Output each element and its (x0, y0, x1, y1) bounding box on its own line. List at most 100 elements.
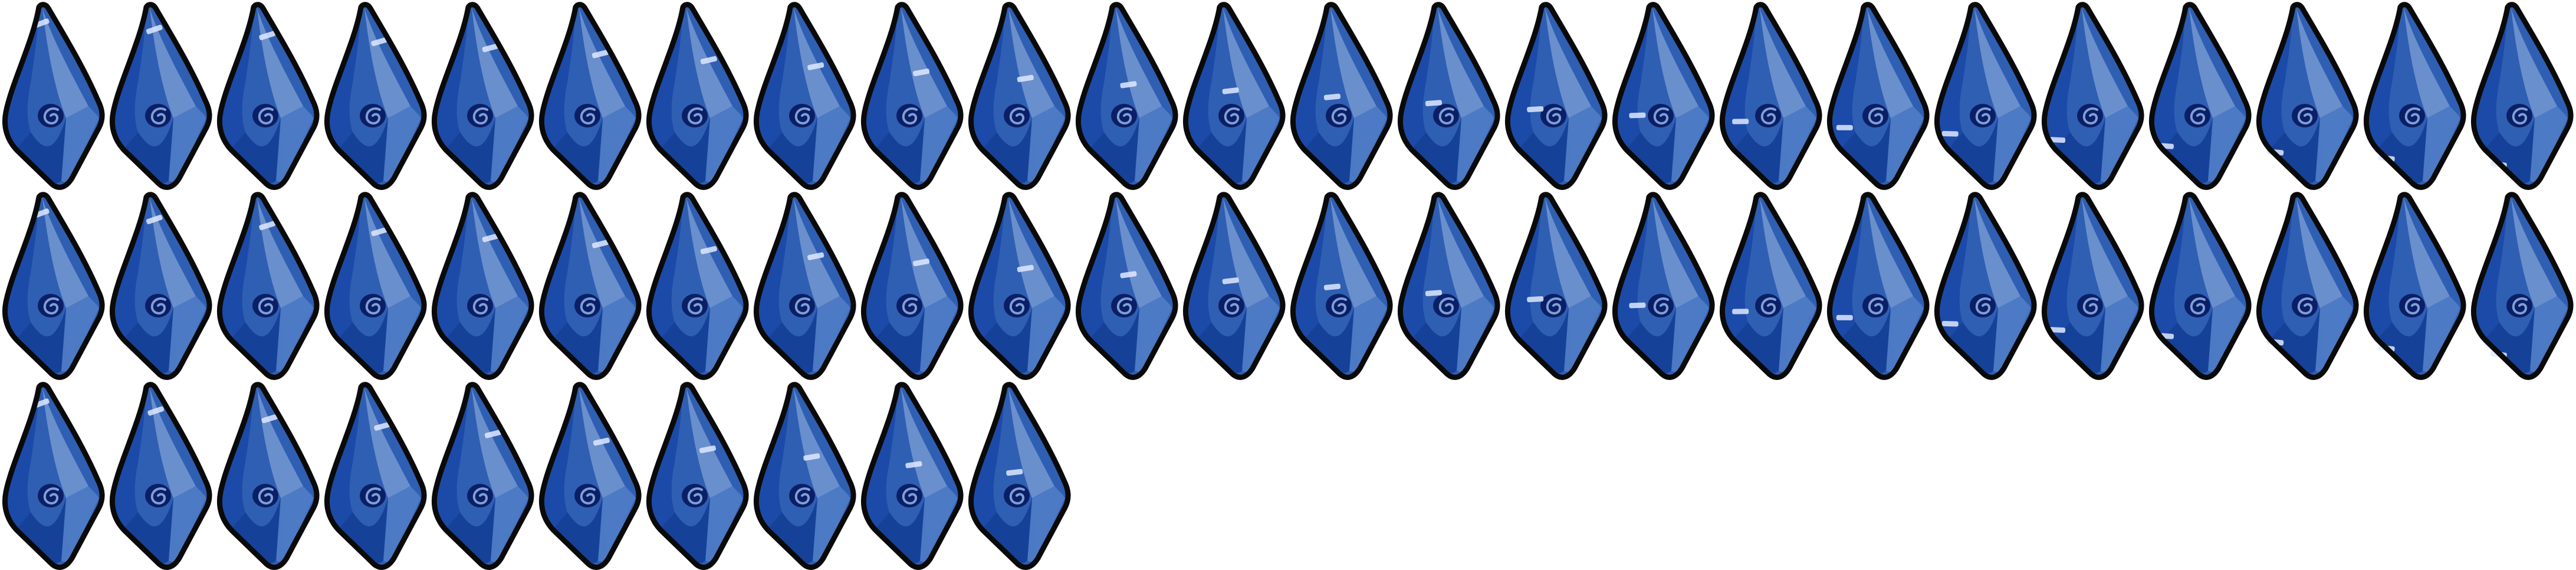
gem-outline (216, 2, 320, 190)
crystal-shard-icon (1719, 192, 1822, 380)
gem-facet-lower (925, 296, 957, 365)
gem-facet-lower (1354, 296, 1386, 365)
gem-facet-highlight (42, 198, 88, 308)
gem-facet-lower (2213, 106, 2245, 175)
spiral-curl (1975, 297, 1991, 315)
gem-outline (538, 2, 642, 190)
crystal-shard-icon (2363, 2, 2466, 190)
gem-facet-lower (817, 106, 849, 175)
gem-facet-highlight (364, 198, 410, 308)
sprite-frame (322, 380, 429, 570)
gem-outline (646, 192, 749, 380)
sprite-frame (859, 380, 966, 570)
sprite-frame (966, 190, 1073, 380)
crystal-shard-icon (2256, 2, 2359, 190)
gem-facet-lower (925, 106, 957, 175)
crystal-shard-icon (2470, 2, 2574, 190)
sprite-frame (859, 0, 966, 190)
gem-outline (2041, 2, 2144, 190)
spiral-emblem (38, 294, 64, 317)
spiral-emblem (574, 104, 600, 127)
spiral-curl (365, 487, 381, 505)
gem-facet-highlight (150, 8, 196, 118)
gem-facet-bottom (339, 118, 388, 184)
spiral-curl (2512, 107, 2528, 125)
spiral-curl (2404, 107, 2420, 125)
sprite-frame (215, 380, 322, 570)
sprite-frame (429, 380, 537, 570)
spiral-curl (365, 297, 381, 315)
gem-facet-highlight (1545, 198, 1591, 308)
gem-facet-bottom (661, 498, 710, 564)
spiral-curl (902, 487, 918, 505)
glint-highlight (1120, 271, 1137, 279)
spiral-curl (150, 297, 166, 315)
gem-outline (109, 382, 212, 570)
spiral-curl (43, 297, 59, 315)
spiral-curl (1009, 487, 1025, 505)
spiral-curl (794, 107, 810, 125)
spiral-emblem (1004, 484, 1030, 507)
crystal-shard-icon (753, 382, 856, 570)
spiral-emblem (2292, 104, 2318, 127)
gem-facet-highlight (1974, 8, 2020, 118)
spiral-curl (2297, 297, 2313, 315)
gem-outline (646, 382, 749, 570)
crystal-shard-icon (431, 2, 534, 190)
crystal-shard-icon (1075, 192, 1178, 380)
spiral-curl (1116, 107, 1132, 125)
crystal-shard-icon (109, 192, 212, 380)
gem-outline (1182, 2, 1286, 190)
spiral-emblem (1433, 104, 1459, 127)
sprite-frame (2039, 0, 2147, 190)
gem-facet-bottom (17, 118, 66, 184)
gem-outline (538, 192, 642, 380)
sprite-frame (751, 380, 859, 570)
gem-outline (1075, 192, 1178, 380)
spiral-emblem (360, 294, 386, 317)
gem-facet-bottom (2163, 308, 2213, 374)
gem-facet-bottom (2056, 308, 2105, 374)
glint-highlight (592, 240, 609, 248)
gem-facet-lower (1139, 106, 1171, 175)
gem-facet-bottom (2485, 118, 2535, 184)
crystal-shard-icon (538, 382, 642, 570)
crystal-shard-icon (538, 2, 642, 190)
spiral-curl (902, 297, 918, 315)
crystal-shard-icon (860, 2, 964, 190)
spiral-emblem (38, 484, 64, 507)
spiral-emblem (38, 104, 64, 127)
sprite-frame (2361, 190, 2469, 380)
gem-facet-bottom (124, 498, 173, 564)
gem-facet-lower (495, 296, 527, 365)
gem-facet-bottom (1734, 118, 1783, 184)
gem-facet-bottom (2485, 308, 2535, 374)
gem-facet-bottom (983, 308, 1032, 374)
sprite-frame (215, 0, 322, 190)
gem-facet-highlight (364, 388, 410, 498)
crystal-shard-icon (968, 192, 1071, 380)
spiral-curl (1009, 107, 1025, 125)
spiral-emblem (896, 294, 922, 317)
sprite-frame (644, 190, 751, 380)
sprite-frame (2039, 190, 2147, 380)
gem-facet-bottom (768, 118, 817, 184)
gem-facet-lower (173, 296, 205, 365)
spiral-curl (1116, 297, 1132, 315)
glint-highlight (1006, 469, 1023, 476)
gem-facet-highlight (2082, 198, 2128, 308)
gem-facet-bottom (446, 118, 495, 184)
spiral-curl (687, 487, 703, 505)
gem-outline (2041, 192, 2144, 380)
spiral-emblem (1111, 104, 1137, 127)
gem-facet-lower (1998, 106, 2030, 175)
spiral-emblem (574, 484, 600, 507)
spiral-curl (150, 487, 166, 505)
gem-facet-bottom (1949, 308, 1998, 374)
crystal-shard-icon (109, 382, 212, 570)
gem-facet-highlight (1330, 198, 1376, 308)
sprite-frame (1610, 0, 1717, 190)
glint-highlight (261, 414, 278, 424)
gem-facet-bottom (2378, 118, 2427, 184)
crystal-shard-icon (2148, 2, 2252, 190)
